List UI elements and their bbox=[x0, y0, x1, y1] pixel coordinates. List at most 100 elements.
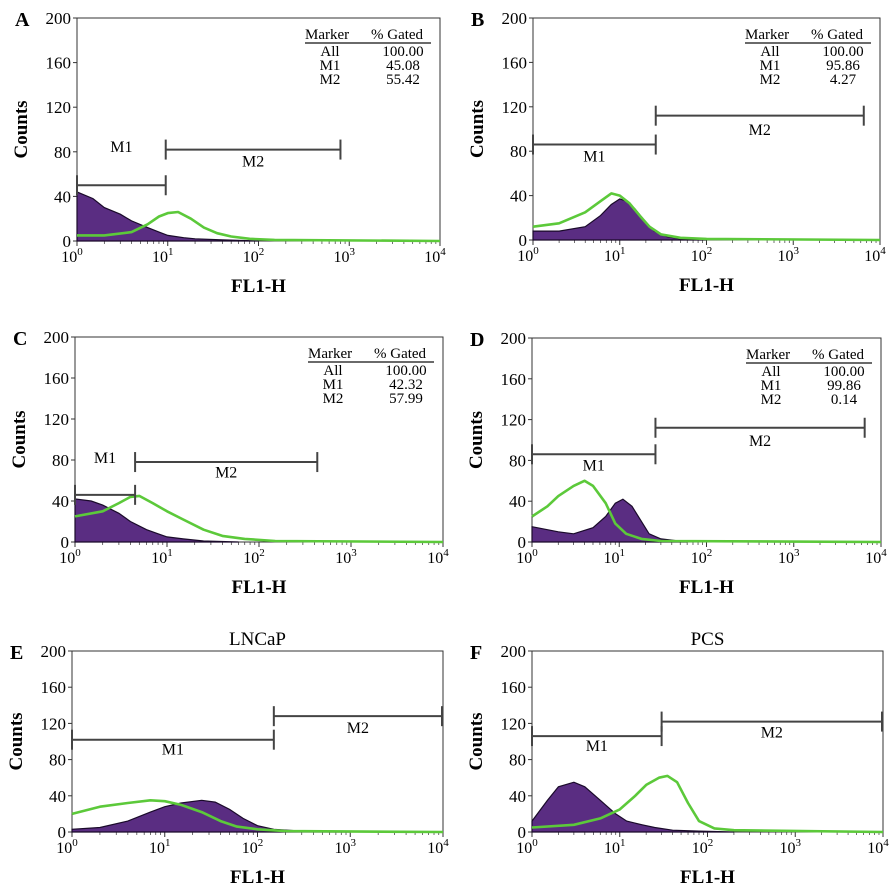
table-cell-gated: 45.08 bbox=[386, 58, 420, 74]
y-tick-label: 120 bbox=[41, 714, 67, 733]
gate-label: M1 bbox=[162, 742, 184, 759]
x-tick-label: 101 bbox=[604, 245, 626, 265]
x-tick-label: 104 bbox=[424, 246, 446, 266]
y-tick-label: 40 bbox=[509, 492, 526, 511]
panel-b: B Counts FL1-H 0 40 80 120 160 200 100 101 102 103 10… bbox=[467, 9, 886, 296]
y-tick-label: 40 bbox=[52, 492, 69, 511]
x-tick-label: 103 bbox=[778, 547, 800, 567]
panel-letter: F bbox=[470, 642, 482, 664]
table-cell-gated: 55.42 bbox=[386, 72, 420, 88]
x-tick-label: 103 bbox=[335, 547, 357, 567]
table-cell-marker: M2 bbox=[760, 72, 781, 88]
x-tick-label: 104 bbox=[427, 547, 449, 567]
panel-letter: A bbox=[15, 9, 30, 31]
y-tick-label: 120 bbox=[501, 714, 527, 733]
y-tick-label: 120 bbox=[502, 98, 528, 117]
gate-label: M2 bbox=[215, 464, 237, 481]
y-tick-label: 200 bbox=[46, 9, 72, 28]
gated-table: Marker % Gated All 100.00 M1 95.86 M2 4.27 bbox=[745, 27, 871, 88]
panel-letter: C bbox=[13, 328, 27, 350]
table-cell-gated: 100.00 bbox=[823, 364, 864, 380]
gate-label: M2 bbox=[761, 725, 783, 742]
histogram-filled bbox=[531, 498, 688, 543]
histogram-filled bbox=[74, 498, 239, 543]
y-tick-label: 80 bbox=[52, 451, 69, 470]
x-tick-label: 102 bbox=[691, 245, 713, 265]
x-axis-label: FL1-H bbox=[679, 577, 734, 598]
gate-marker-m1: M1 bbox=[532, 134, 657, 166]
table-cell-gated: 99.86 bbox=[827, 378, 861, 394]
gate-label: M1 bbox=[583, 149, 605, 166]
x-axis-label: FL1-H bbox=[680, 867, 735, 888]
gate-marker-m2: M2 bbox=[272, 706, 443, 737]
y-tick-label: 120 bbox=[46, 98, 72, 117]
x-tick-label: 101 bbox=[151, 547, 173, 567]
gate-marker-m1: M1 bbox=[76, 139, 167, 196]
table-header-marker: Marker bbox=[305, 27, 349, 43]
x-axis-label: FL1-H bbox=[679, 275, 734, 296]
y-tick-label: 0 bbox=[61, 533, 70, 552]
gate-marker-m2: M2 bbox=[660, 711, 883, 742]
x-tick-label: 102 bbox=[242, 837, 264, 857]
gate-marker-m2: M2 bbox=[654, 105, 865, 139]
x-tick-label: 104 bbox=[865, 547, 887, 567]
y-tick-label: 160 bbox=[46, 54, 72, 73]
x-tick-label: 100 bbox=[56, 837, 78, 857]
panel-e: E LNCaP Counts FL1-H 0 40 80 120 160 200 100 101 102… bbox=[6, 629, 449, 888]
y-tick-label: 160 bbox=[502, 53, 528, 72]
y-tick-label: 160 bbox=[44, 369, 70, 388]
x-tick-label: 102 bbox=[243, 246, 265, 266]
y-axis-label: Counts bbox=[466, 411, 487, 469]
table-header-gated: % Gated bbox=[371, 27, 424, 43]
x-tick-label: 102 bbox=[692, 837, 714, 857]
table-cell-marker: M1 bbox=[323, 377, 344, 393]
y-tick-label: 40 bbox=[509, 787, 526, 806]
y-tick-label: 160 bbox=[41, 678, 67, 697]
x-tick-label: 102 bbox=[691, 547, 713, 567]
table-cell-marker: All bbox=[320, 44, 339, 60]
gate-marker-m2: M2 bbox=[134, 452, 319, 481]
y-axis-label: Counts bbox=[9, 410, 30, 468]
panel-title: LNCaP bbox=[229, 629, 286, 650]
x-tick-label: 104 bbox=[867, 837, 889, 857]
table-header-gated: % Gated bbox=[811, 27, 864, 43]
table-cell-gated: 4.27 bbox=[830, 72, 857, 88]
table-header-marker: Marker bbox=[745, 27, 789, 43]
panel-c: C Counts FL1-H 0 40 80 120 160 200 100 101 102 103 10… bbox=[9, 328, 449, 598]
y-tick-label: 0 bbox=[58, 823, 67, 842]
table-header-gated: % Gated bbox=[812, 347, 865, 363]
gate-label: M2 bbox=[749, 433, 771, 450]
y-tick-label: 80 bbox=[510, 142, 527, 161]
x-tick-label: 103 bbox=[778, 245, 800, 265]
x-tick-label: 102 bbox=[243, 547, 265, 567]
gate-marker-m1: M1 bbox=[531, 444, 657, 474]
y-tick-label: 160 bbox=[501, 370, 527, 389]
x-axis-label: FL1-H bbox=[230, 867, 285, 888]
table-cell-gated: 100.00 bbox=[382, 44, 423, 60]
y-tick-label: 0 bbox=[518, 533, 527, 552]
histogram-line bbox=[77, 210, 441, 243]
panel-d: D Counts FL1-H 0 40 80 120 160 200 100 101 102 103 10… bbox=[466, 329, 887, 598]
gate-label: M1 bbox=[110, 139, 132, 156]
table-cell-gated: 0.14 bbox=[831, 392, 858, 408]
histogram-filled bbox=[76, 190, 259, 242]
table-cell-marker: All bbox=[760, 44, 779, 60]
table-header-gated: % Gated bbox=[374, 346, 427, 362]
histogram-filled bbox=[531, 781, 734, 833]
table-cell-marker: M1 bbox=[761, 378, 782, 394]
y-tick-label: 40 bbox=[54, 187, 71, 206]
histogram-line bbox=[532, 192, 881, 242]
panel-letter: E bbox=[10, 642, 23, 664]
x-axis-label: FL1-H bbox=[231, 276, 286, 297]
table-cell-marker: All bbox=[761, 364, 780, 380]
gate-label: M2 bbox=[749, 122, 771, 139]
panel-f: F PCS Counts FL1-H 0 40 80 120 160 200 100 101 102 10… bbox=[466, 629, 889, 888]
x-tick-label: 104 bbox=[427, 837, 449, 857]
y-axis-label: Counts bbox=[467, 100, 488, 158]
table-cell-gated: 57.99 bbox=[389, 391, 423, 407]
y-tick-label: 0 bbox=[519, 231, 528, 250]
x-tick-label: 100 bbox=[59, 547, 81, 567]
gate-marker-m2: M2 bbox=[654, 417, 866, 450]
table-cell-marker: M1 bbox=[320, 58, 341, 74]
